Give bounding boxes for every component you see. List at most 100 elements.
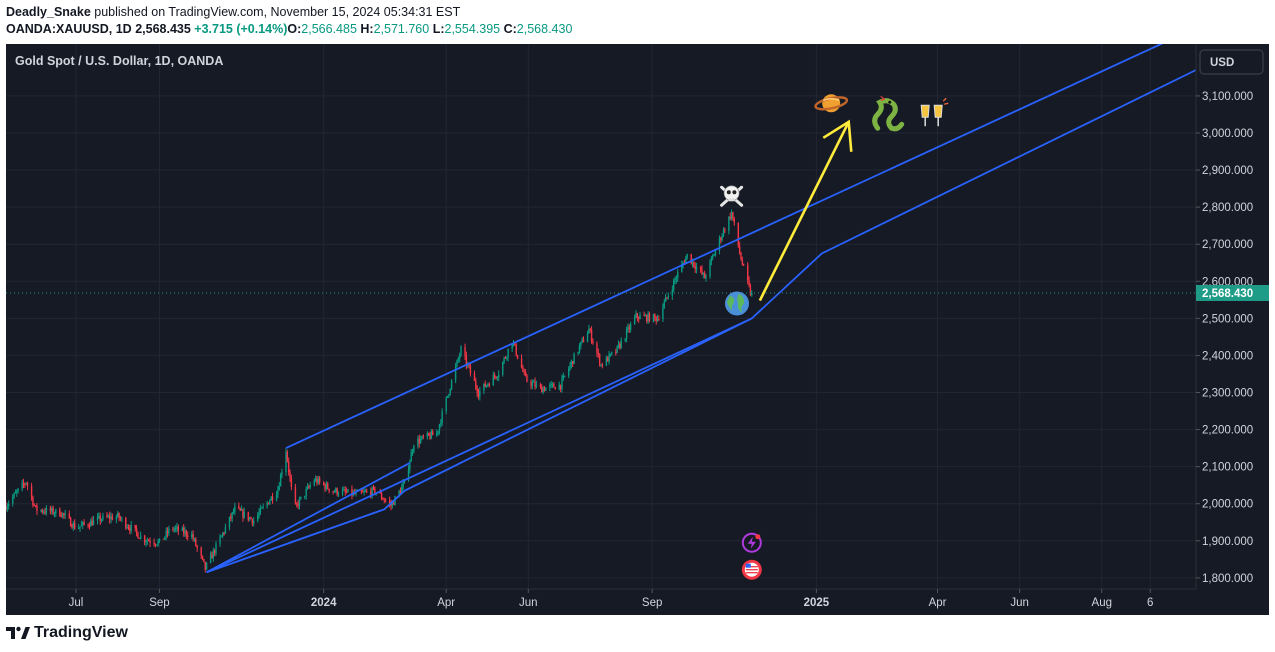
candle	[313, 478, 315, 487]
candle-body	[712, 255, 714, 259]
candle-body	[278, 486, 280, 490]
candle-body	[639, 315, 641, 320]
candle	[497, 370, 500, 382]
candle	[232, 508, 235, 515]
price-chart[interactable]: 1,800.000 1,900.000 2,000.000 2,100.000 2,20…	[6, 44, 1269, 615]
tradingview-logo[interactable]: TradingView	[6, 624, 128, 642]
candle-body	[607, 357, 609, 362]
candle-body	[204, 561, 206, 570]
candle-body	[589, 328, 591, 331]
symbol-name[interactable]: OANDA:XAUUSD, 1D	[6, 22, 132, 36]
candle-body	[30, 486, 33, 497]
candle-body	[111, 516, 114, 520]
candle	[545, 387, 547, 391]
candle-body	[269, 500, 271, 505]
candle-body	[117, 513, 119, 517]
support-line-2[interactable]	[206, 462, 411, 574]
y-tick-label: 2,000.000	[1202, 499, 1253, 511]
candle-body	[286, 452, 289, 462]
candle	[80, 520, 83, 527]
candle-body	[90, 520, 92, 527]
skull-crossbones-icon[interactable]	[720, 185, 744, 207]
candle	[703, 270, 706, 279]
candle	[675, 275, 678, 284]
chart-pane[interactable]: 1,800.000 1,900.000 2,000.000 2,100.000 2,20…	[6, 44, 1269, 615]
candle-body	[577, 352, 579, 354]
support-line[interactable]	[206, 317, 753, 574]
candle-body	[130, 525, 132, 531]
candle	[139, 531, 142, 540]
candle	[636, 312, 639, 322]
candle-body	[702, 272, 705, 275]
earth-globe-icon[interactable]	[725, 291, 749, 316]
candle	[173, 526, 175, 533]
ringed-planet-icon[interactable]	[814, 94, 849, 113]
candle-body	[732, 211, 734, 219]
candle-body	[539, 384, 542, 387]
candle	[55, 508, 57, 518]
candle	[586, 330, 589, 343]
candle-body	[106, 515, 108, 517]
snake-body	[872, 98, 905, 132]
candle-body	[729, 216, 731, 219]
candle	[426, 431, 429, 440]
snake-icon[interactable]	[872, 95, 905, 132]
currency-button[interactable]: USD	[1199, 49, 1264, 75]
candle	[278, 481, 280, 491]
candle	[371, 486, 373, 499]
candle-body	[285, 452, 287, 473]
channel-upper[interactable]	[285, 44, 1169, 449]
candle-body	[686, 253, 688, 258]
candle	[526, 373, 528, 383]
candle	[222, 531, 224, 539]
candle	[582, 336, 585, 343]
candle	[224, 523, 227, 535]
candle-body	[335, 488, 337, 492]
x-tick-label: Apr	[437, 597, 455, 609]
candle	[523, 368, 525, 376]
candle-body	[100, 519, 103, 522]
candle	[110, 512, 112, 524]
candle-body	[578, 345, 581, 353]
candle-body	[24, 484, 26, 486]
channel-lower[interactable]	[206, 69, 1197, 574]
candle-body	[502, 362, 504, 375]
candle-body	[362, 491, 364, 493]
candle-body	[473, 373, 476, 382]
eye	[726, 190, 731, 195]
clinking-glasses-icon[interactable]	[920, 97, 949, 127]
candle	[347, 488, 349, 493]
candle	[635, 310, 637, 319]
candle	[458, 352, 461, 363]
candle-body	[13, 493, 15, 498]
candle-body	[567, 368, 570, 376]
candle-body	[22, 482, 25, 485]
candle	[250, 516, 252, 520]
candle-body	[582, 339, 585, 342]
candle-body	[98, 515, 100, 517]
candle	[53, 511, 56, 518]
candle	[261, 506, 263, 509]
candle	[440, 418, 442, 428]
candle	[652, 313, 655, 323]
candle	[550, 380, 552, 389]
candle-body	[135, 528, 138, 533]
candle-body	[637, 317, 640, 320]
candle-body	[313, 480, 315, 486]
candle	[79, 526, 81, 532]
x-tick-label: Sep	[642, 597, 662, 609]
candle	[21, 479, 23, 492]
us-flag-event-icon[interactable]	[741, 559, 762, 580]
candle-body	[80, 524, 83, 527]
candle-body	[492, 375, 495, 386]
author-name[interactable]: Deadly_Snake	[6, 5, 91, 19]
candle	[82, 521, 84, 530]
candle-body	[647, 313, 649, 322]
earnings-bolt-icon[interactable]	[741, 532, 762, 553]
projection-arrow[interactable]	[758, 121, 850, 302]
candle-body	[654, 314, 656, 317]
candle-body	[392, 502, 395, 505]
candle-body	[399, 490, 402, 493]
candle-body	[328, 488, 330, 492]
candle	[275, 490, 278, 502]
